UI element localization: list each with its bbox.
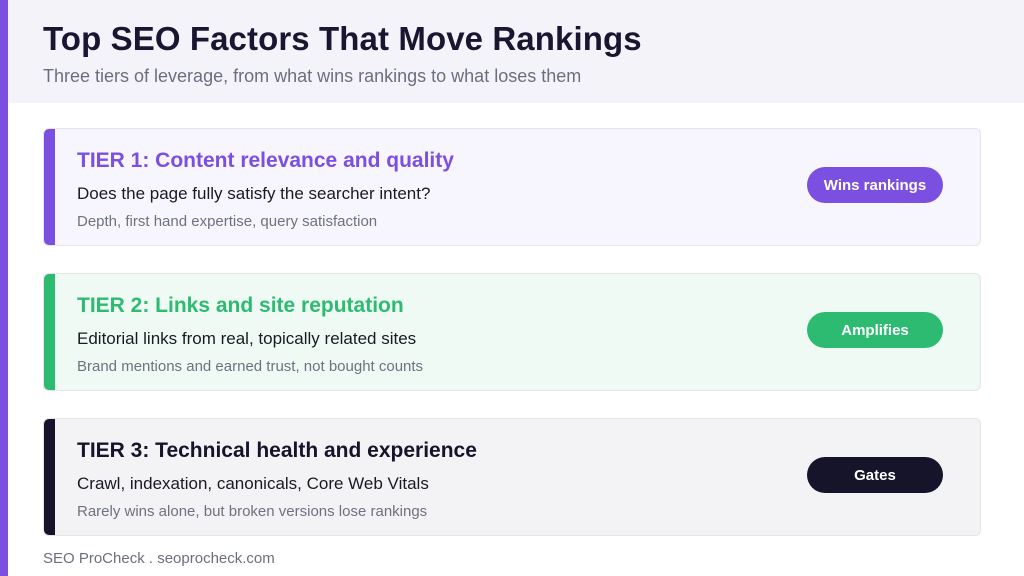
- tier-2-badge: Amplifies: [807, 312, 943, 348]
- tier-3-question: Crawl, indexation, canonicals, Core Web …: [77, 474, 429, 493]
- tier-1-stripe: [44, 129, 55, 245]
- header-band: Top SEO Factors That Move Rankings Three…: [0, 0, 1024, 103]
- footer-credit: SEO ProCheck . seoprocheck.com: [43, 550, 275, 567]
- tier-1-detail: Depth, first hand expertise, query satis…: [77, 213, 378, 230]
- page-title: Top SEO Factors That Move Rankings: [43, 20, 642, 57]
- tier-3-detail: Rarely wins alone, but broken versions l…: [77, 503, 428, 520]
- tier-1-question: Does the page fully satisfy the searcher…: [77, 184, 431, 203]
- tier-3-title: TIER 3: Technical health and experience: [77, 439, 477, 462]
- tier-2-title: TIER 2: Links and site reputation: [77, 294, 404, 317]
- tier-2-stripe: [44, 274, 55, 390]
- page-subtitle: Three tiers of leverage, from what wins …: [43, 66, 582, 86]
- tier-1-title: TIER 1: Content relevance and quality: [77, 149, 454, 172]
- tier-3-stripe: [44, 419, 55, 535]
- tier-3-badge: Gates: [807, 457, 943, 493]
- tier-1-badge: Wins rankings: [807, 167, 943, 203]
- tier-card-2: TIER 2: Links and site reputation Editor…: [43, 273, 981, 391]
- left-accent-bar: [0, 0, 8, 576]
- tier-card-3: TIER 3: Technical health and experience …: [43, 418, 981, 536]
- tier-2-question: Editorial links from real, topically rel…: [77, 329, 417, 348]
- tier-2-detail: Brand mentions and earned trust, not bou…: [77, 358, 424, 375]
- tier-card-1: TIER 1: Content relevance and quality Do…: [43, 128, 981, 246]
